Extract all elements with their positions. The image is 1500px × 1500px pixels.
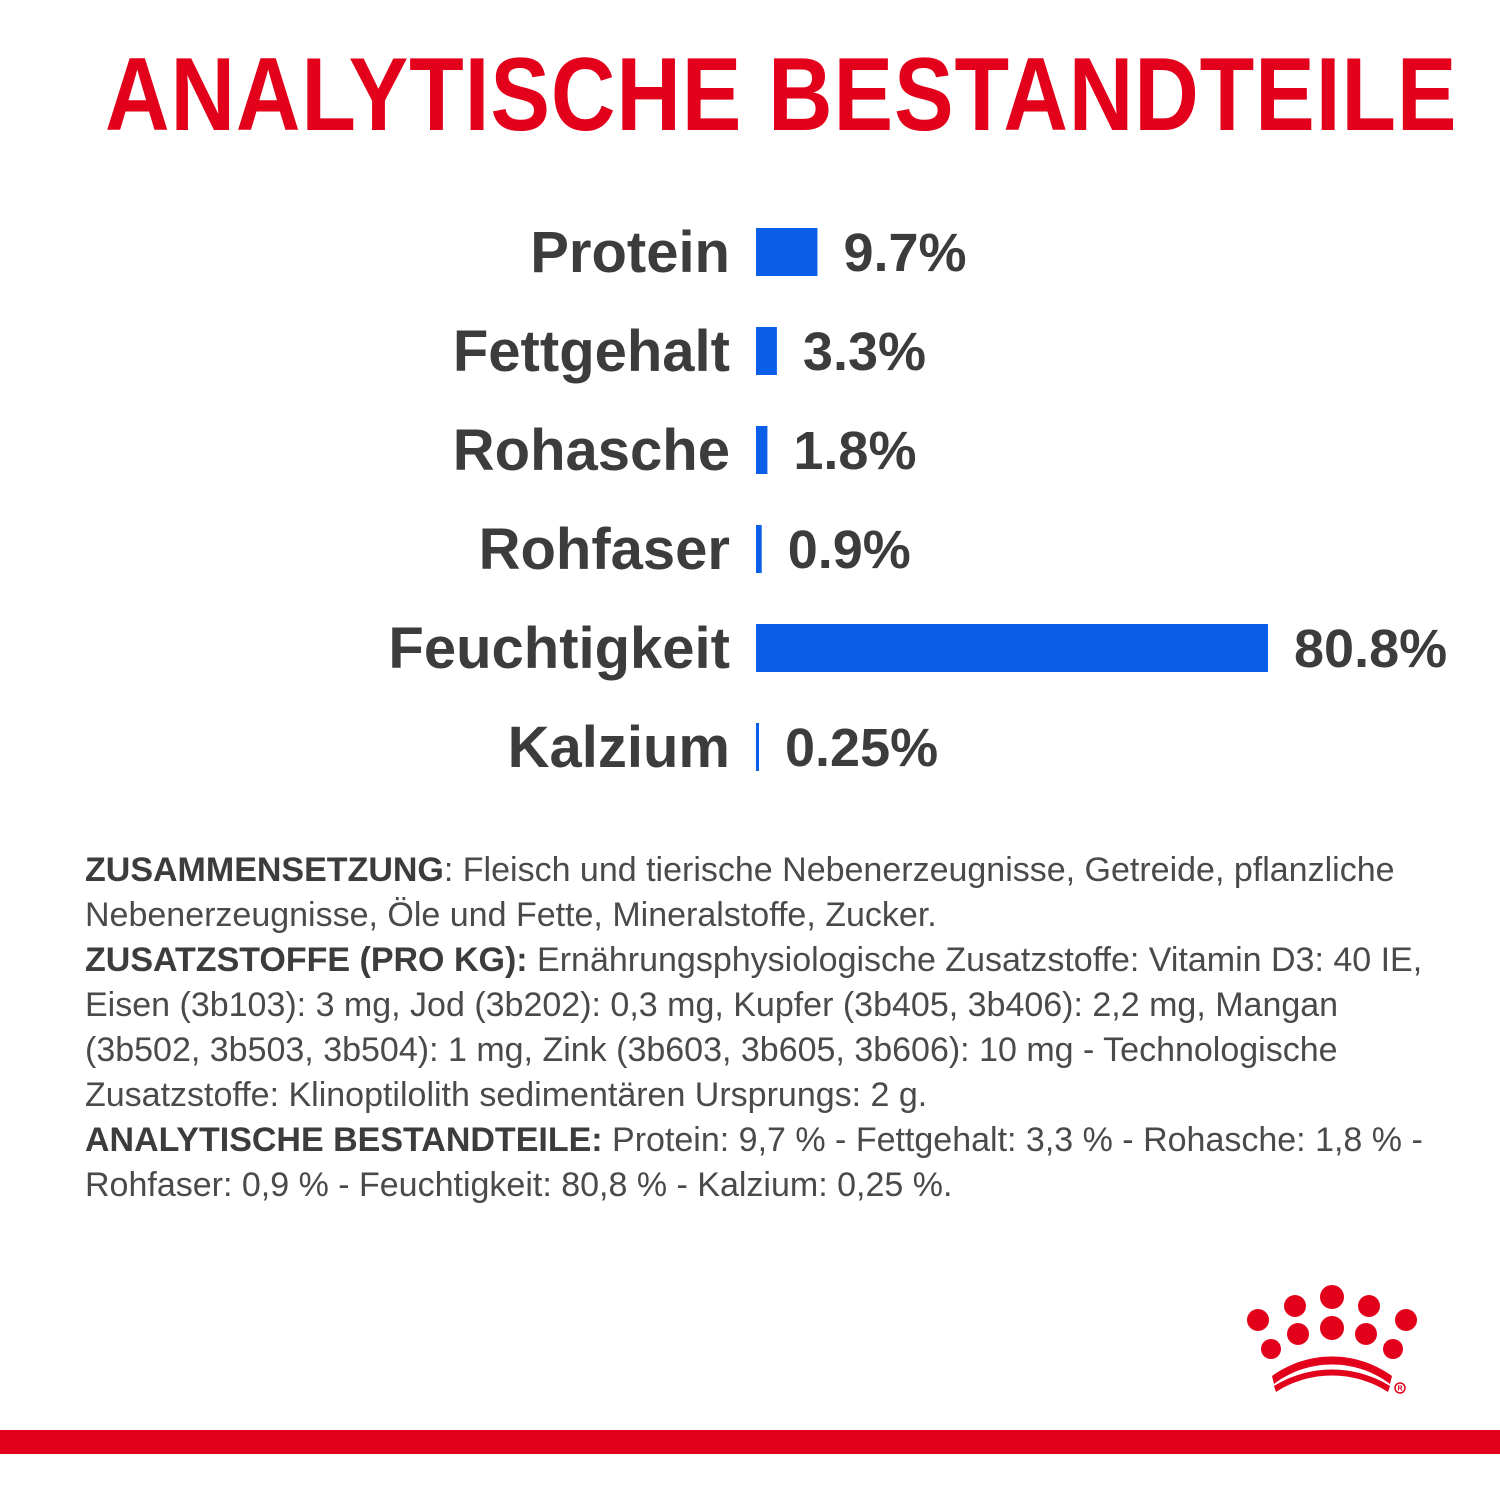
analytische-body: Protein: 9,7 % - Fettgehalt: 3,3 % - Roh… [85,1121,1423,1204]
bar [756,327,777,375]
category-label: Fettgehalt [453,319,730,384]
zusammensetzung-body: : Fleisch und tierische Nebenerzeugnisse… [85,851,1395,934]
bar [756,723,759,771]
bar [756,228,818,276]
value-label: 80.8% [1294,619,1447,679]
value-label: 3.3% [803,322,926,382]
zusatzstoffe-body: Ernährungsphysiologische Zusatzstoffe: V… [85,941,1423,1114]
bottom-red-stripe [0,1430,1500,1454]
page-title: ANALYTISCHE BESTANDTEILE [105,37,1458,153]
svg-text:R: R [1397,1386,1402,1393]
analytische-heading: ANALYTISCHE BESTANDTEILE: [85,1121,603,1159]
zusatzstoffe-paragraph: ZUSATZSTOFFE (PRO KG): Ernährungsphysiol… [85,938,1425,1118]
royal-canin-crown-icon: R [1247,1285,1417,1394]
value-label: 0.9% [788,520,911,580]
bar [756,525,762,573]
composition-text: ZUSAMMENSETZUNG: Fleisch und tierische N… [85,848,1425,1208]
value-label: 0.25% [785,718,938,778]
category-label: Feuchtigkeit [388,616,730,681]
category-label: Protein [530,220,730,285]
zusammensetzung-paragraph: ZUSAMMENSETZUNG: Fleisch und tierische N… [85,848,1425,938]
value-label: 1.8% [793,421,916,481]
value-label: 9.7% [843,223,966,283]
analytische-paragraph: ANALYTISCHE BESTANDTEILE: Protein: 9,7 %… [85,1118,1425,1208]
zusatzstoffe-heading: ZUSATZSTOFFE (PRO KG): [85,941,528,979]
category-label: Kalzium [508,715,730,780]
bar [756,426,768,474]
zusammensetzung-heading: ZUSAMMENSETZUNG [85,851,444,889]
category-label: Rohasche [453,418,730,483]
category-label: Rohfaser [479,517,730,582]
nutrient-bar-chart: Protein 9.7% Fettgehalt 3.3% Rohasche 1.8% Roh… [388,220,1447,780]
bar [756,624,1268,672]
